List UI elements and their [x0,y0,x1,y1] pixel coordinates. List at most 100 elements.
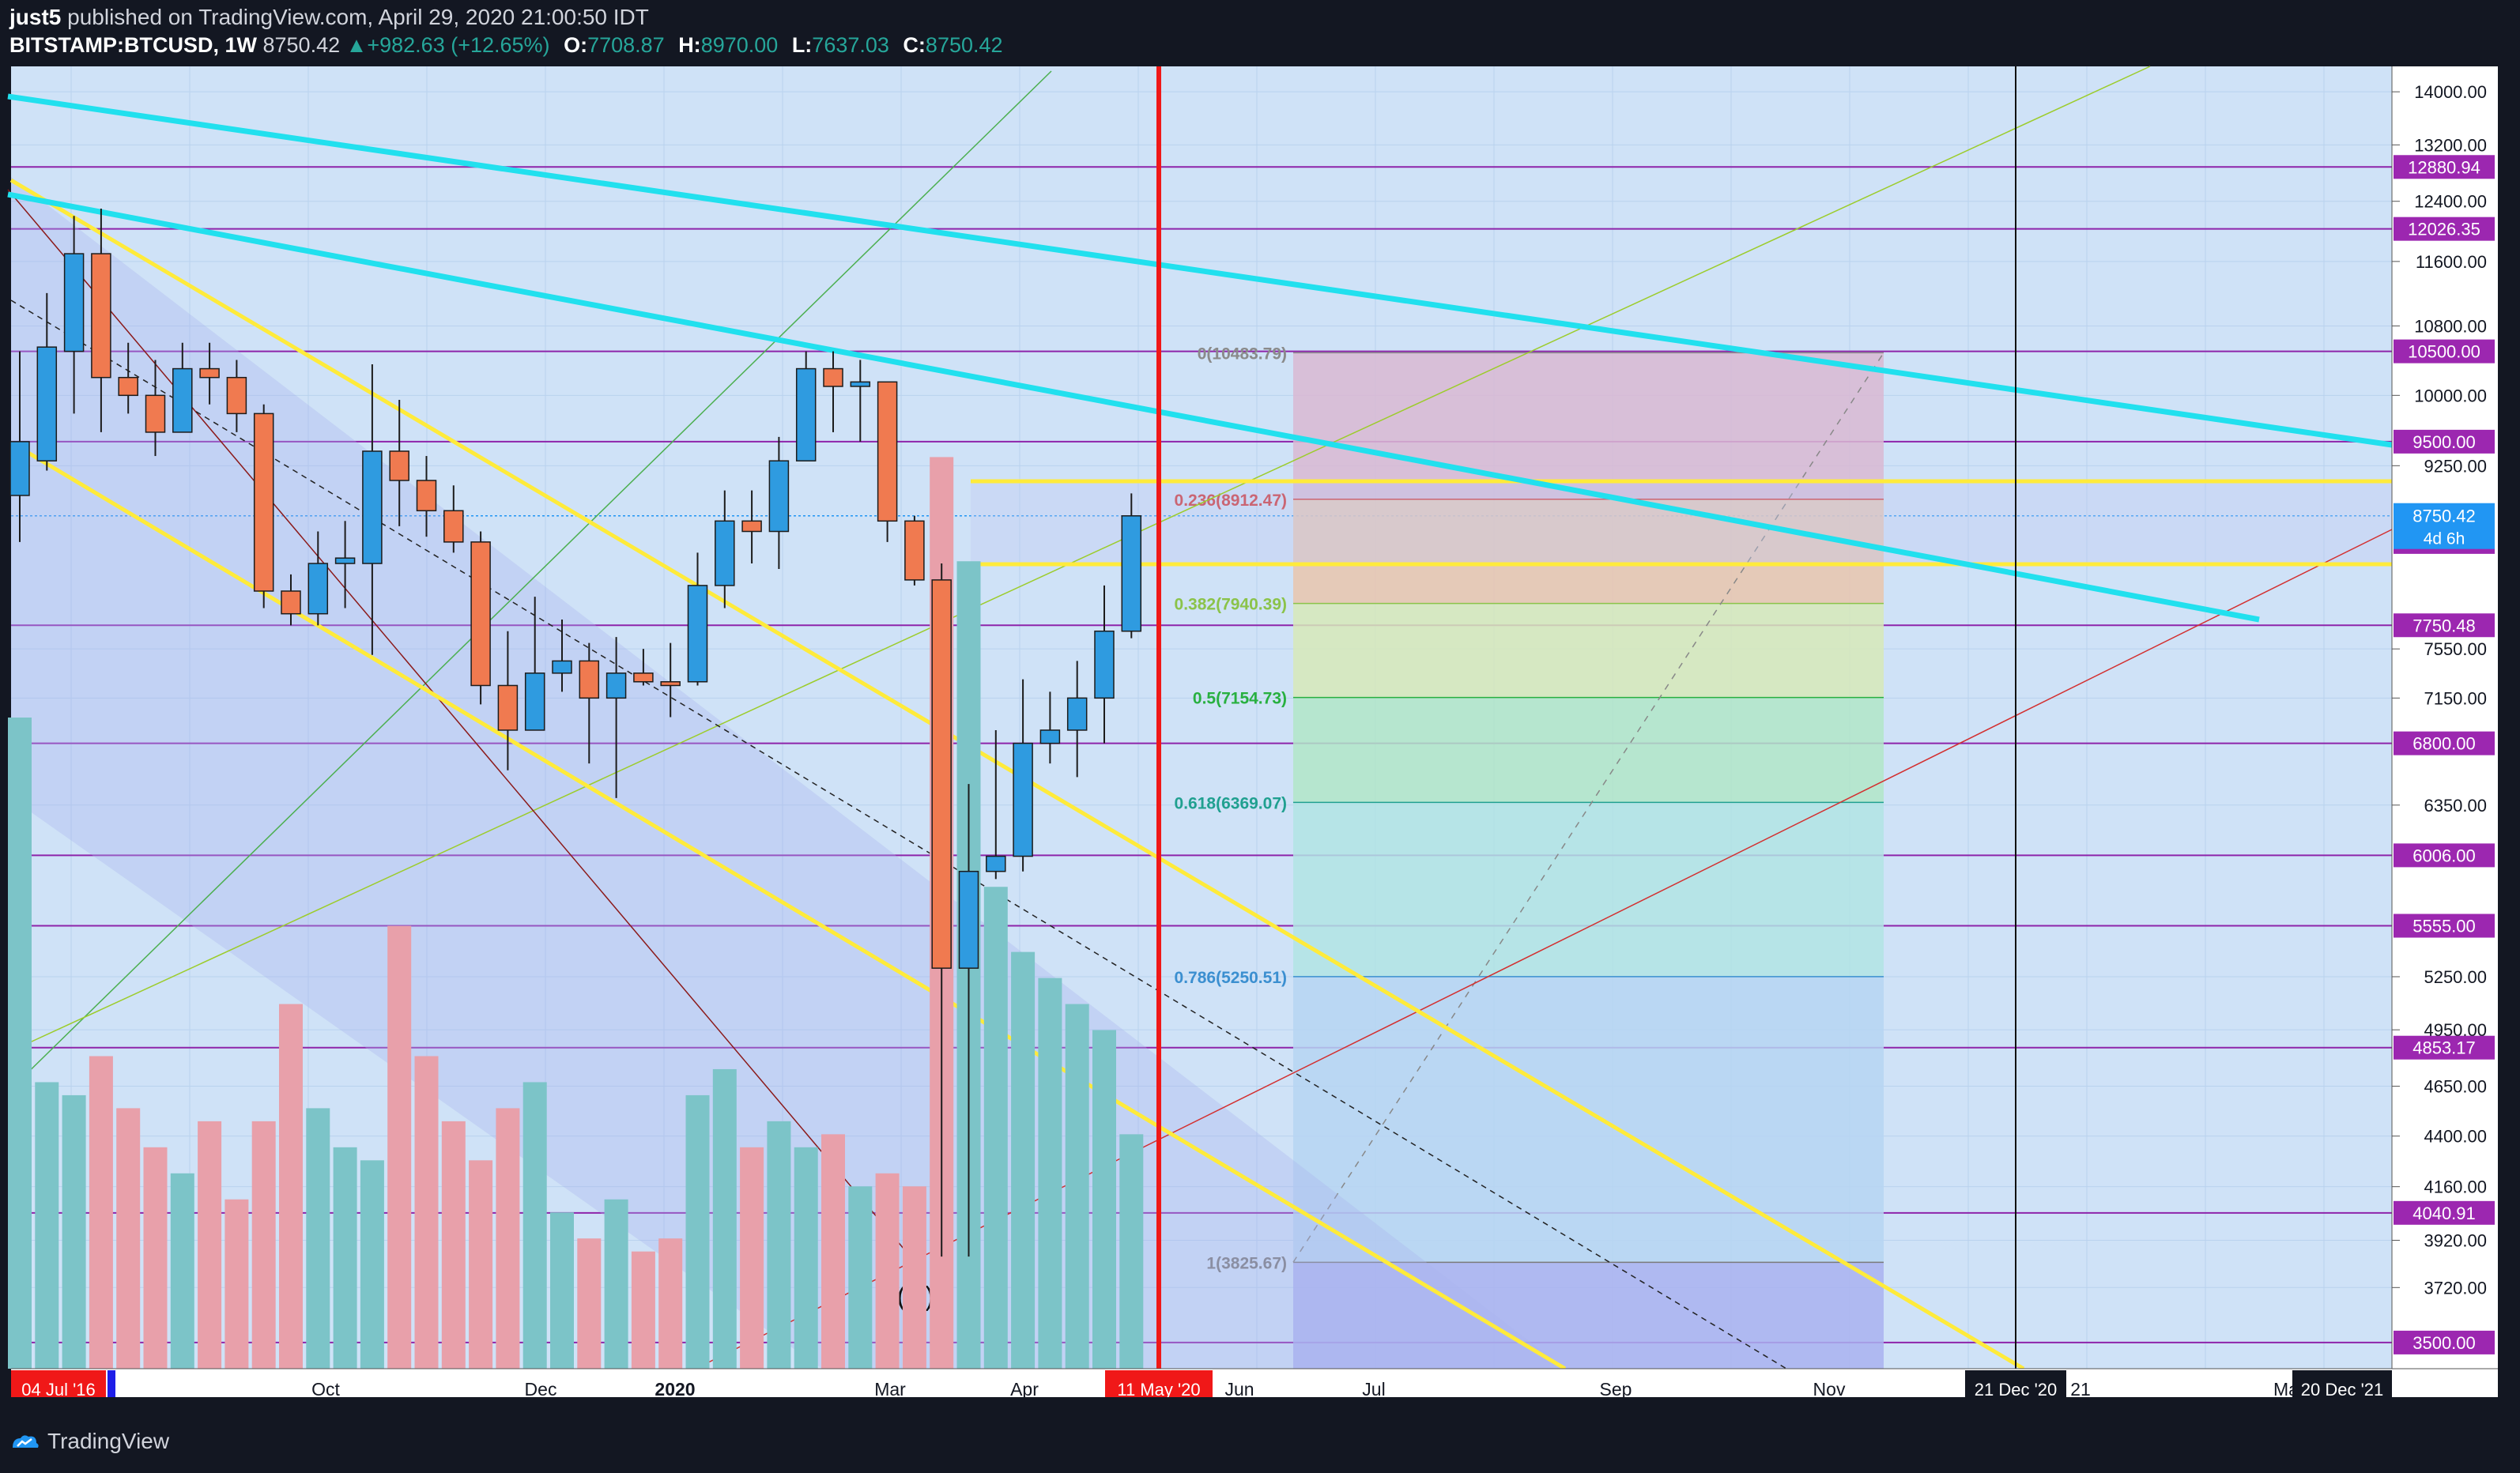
volume-bar [875,1173,900,1369]
fib-zone [1293,499,1884,604]
green-trend-line [10,70,1052,1090]
volume-bar [821,1134,845,1369]
tradingview-logo[interactable]: TradingView [11,1429,169,1454]
fib-zone [1293,1262,1884,1369]
price-tick-label: 6350.00 [2424,796,2487,816]
price-tick-label: 4400.00 [2424,1127,2487,1147]
candle-body [199,367,220,379]
volume-bar [224,1199,249,1369]
chart-footer [0,1397,2520,1473]
volume-bar [143,1147,168,1369]
symbol-name[interactable]: BITSTAMP:BTCUSD, 1W [9,33,257,57]
level-price-label: 5555.00 [2412,917,2476,936]
level-price-badge [2394,914,2495,938]
candle-body [334,557,356,564]
bar-countdown-label: 4d 6h [2424,530,2465,548]
candle-body [741,520,762,533]
candle-body [91,253,111,379]
up-arrow-icon: ▲ [345,33,368,57]
fib-zone [1293,352,1884,499]
candle-body [281,590,301,615]
candle-body [660,681,681,687]
publisher-name[interactable]: just5 [9,5,62,29]
open-value: 7708.87 [587,33,665,57]
price-tick-label: 11600.00 [2416,252,2487,272]
vertical-markers [1156,66,2016,1369]
candle-body [1094,630,1115,699]
price-tick-label: 3720.00 [2424,1278,2487,1298]
price-tick-label: 7550.00 [2424,639,2487,659]
chart-header: just5 published on TradingView.com, Apri… [0,0,2520,62]
price-tick-label: 7150.00 [2424,688,2487,708]
volume-bar [848,1186,873,1369]
tradingview-logo-icon [13,1435,39,1448]
close-label: C: [903,33,926,57]
candle-body [958,870,979,969]
price-axis[interactable]: 14000.00 13200.00 12400.00 11600.00 10800.00… [2391,66,2498,1369]
price-change: +982.63 (+12.65%) [367,33,550,57]
price-tick-label: 4650.00 [2424,1077,2487,1097]
candles [9,208,1142,1257]
candle-body [172,367,193,433]
candle-body [253,413,274,592]
candle-body [416,480,437,512]
fib-level-label: 0(10483.79) [1198,345,1287,363]
volume-bar [685,1094,710,1369]
fib-level-label: 1(3825.67) [1206,1254,1287,1272]
level-price-label: 6800.00 [2412,734,2476,754]
candle-body [307,563,329,615]
level-price-badge [2394,613,2495,638]
time-marker-label: 11 May '20 [1117,1380,1200,1400]
volume-bar [740,1147,764,1369]
candle-body [687,585,708,683]
time-tick-label: Apr [1010,1379,1039,1400]
volume-bar [631,1251,655,1369]
low-label: L: [791,33,813,57]
candle-body [1066,697,1088,731]
volume-bar [604,1199,628,1369]
cyan-upper-trend-line [7,93,2393,448]
volume-bar [1011,951,1036,1369]
level-price-label: 6006.00 [2412,846,2476,865]
fib-zone [1293,976,1884,1263]
target-zone-fill [971,482,2392,564]
candle-body [1039,729,1061,744]
fib-level-label: 0.786(5250.51) [1175,969,1287,987]
candle-body [1013,742,1033,857]
publish-info: just5 published on TradingView.com, Apri… [9,5,649,30]
volume-bar [116,1108,141,1369]
fib-zone [1293,603,1884,698]
price-tick-label: 14000.00 [2414,82,2487,102]
price-tick-label: 10800.00 [2414,316,2487,336]
level-price-badge [2394,155,2495,179]
volume-bar [1038,978,1062,1369]
volume-bar [1065,1004,1089,1369]
fib-level-label: 0.618(6369.07) [1175,794,1287,812]
level-price-label: 4040.91 [2412,1204,2476,1223]
level-price-badge [2394,429,2495,454]
candle-body [877,381,898,522]
level-price-badge [2394,843,2495,868]
candle-body [579,660,600,699]
time-tick-label: Sep [1600,1379,1632,1400]
volume-bar [550,1212,574,1369]
candle-body [768,460,790,533]
level-price-badge [2394,1330,2495,1354]
time-tick-label: Nov [1813,1379,1846,1400]
level-price-label: 10500.00 [2408,342,2480,362]
volume-bar [387,925,412,1369]
time-tick-label: 21 [2070,1379,2091,1400]
time-tick-label: 2020 [655,1379,695,1400]
volume-bar [198,1121,222,1369]
yellow-channel-lower [9,440,1567,1371]
level-price-label: 3500.00 [2412,1333,2476,1353]
volume-bar [306,1108,330,1369]
candle-body [118,376,138,397]
red-decline-line [7,189,918,1265]
level-price-label: 4853.17 [2412,1038,2476,1058]
symbol-quote: BITSTAMP:BTCUSD, 1W 8750.42 ▲+982.63 (+1… [9,33,1003,58]
last-price: 8750.42 [262,33,341,57]
volume-bar [902,1186,926,1369]
level-price-label: 12026.35 [2408,220,2480,239]
